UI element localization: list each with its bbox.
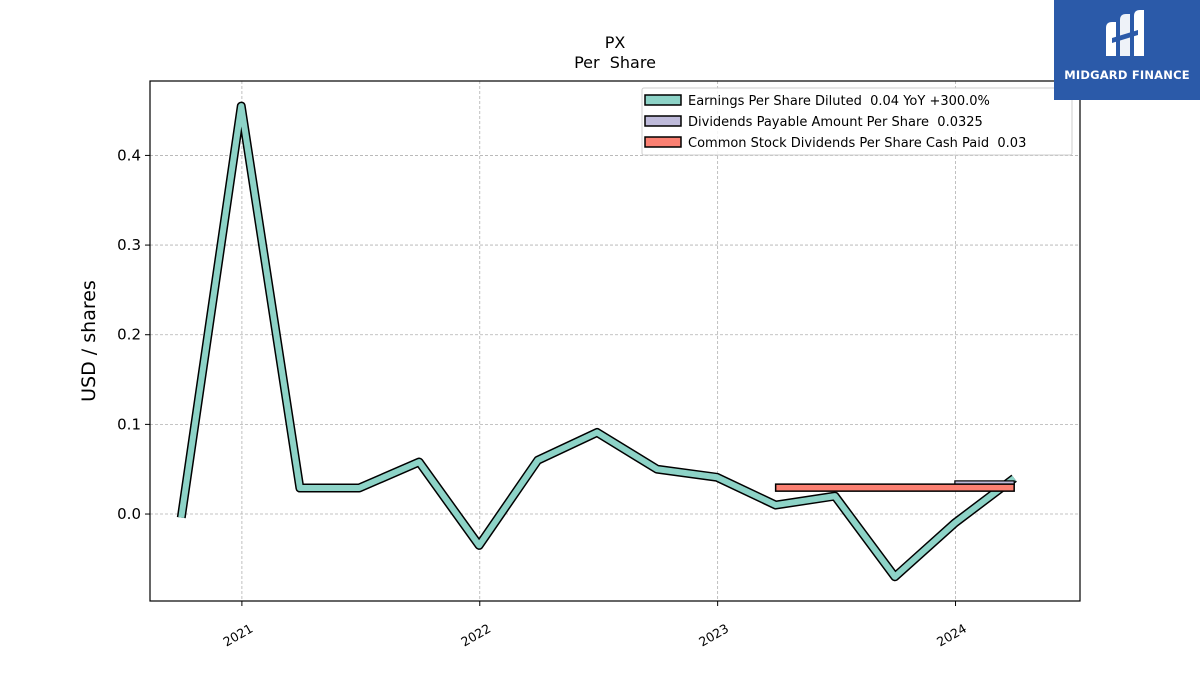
legend-label: Earnings Per Share Diluted 0.04 YoY +300… xyxy=(688,94,990,109)
brand-name: MIDGARD FINANCE xyxy=(1064,68,1190,82)
y-tick-label: 0.4 xyxy=(117,146,141,164)
x-tick-label: 2023 xyxy=(696,621,731,650)
legend-label: Dividends Payable Amount Per Share 0.032… xyxy=(688,115,983,130)
y-axis-label: USD / shares xyxy=(78,280,100,402)
chart-title: PX xyxy=(605,33,626,52)
legend-swatch xyxy=(644,94,682,106)
y-tick-label: 0.0 xyxy=(117,505,141,523)
legend-box xyxy=(641,87,1073,156)
dividends-cash-paid-bar xyxy=(774,483,1015,492)
legend-label: Common Stock Dividends Per Share Cash Pa… xyxy=(688,136,1026,151)
eps-series-outline xyxy=(176,101,1017,582)
midgard-m-icon xyxy=(1106,10,1144,56)
eps-series-line xyxy=(178,103,1016,580)
x-tick-label: 2022 xyxy=(458,621,493,650)
x-tick-label: 2021 xyxy=(220,621,255,650)
y-tick-label: 0.1 xyxy=(117,415,141,433)
plot-frame xyxy=(149,80,1081,602)
chart-subtitle: Per Share xyxy=(574,53,656,72)
y-tick-label: 0.2 xyxy=(117,326,141,344)
brand-logo: MIDGARD FINANCE xyxy=(1054,0,1200,100)
x-tick-label: 2024 xyxy=(934,621,969,650)
y-tick-label: 0.3 xyxy=(117,236,141,254)
legend-swatch xyxy=(644,115,682,127)
legend-swatch xyxy=(644,136,682,148)
